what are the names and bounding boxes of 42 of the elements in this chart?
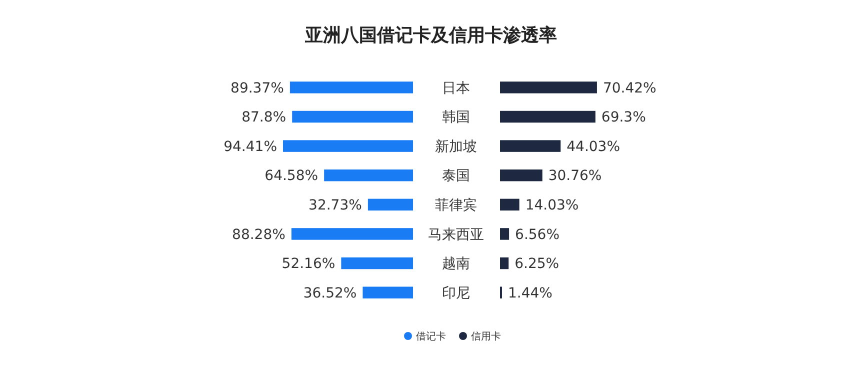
bar <box>368 198 413 211</box>
data-label: 44.03% <box>566 138 620 155</box>
bar <box>324 169 413 182</box>
legend-label: 信用卡 <box>471 330 501 342</box>
bar <box>291 228 413 240</box>
bar <box>500 140 561 152</box>
bar <box>341 257 413 270</box>
data-label: 14.03% <box>525 198 579 214</box>
data-label: 70.42% <box>602 80 656 96</box>
chart-title: 亚洲八国借记卡及信用卡渗透率 <box>304 25 557 46</box>
y-tick-label: 菲律宾 <box>435 198 477 214</box>
data-label: 94.41% <box>224 138 277 155</box>
bar <box>290 82 413 94</box>
data-label: 64.58% <box>264 168 318 184</box>
data-label: 87.8% <box>242 110 286 126</box>
data-label: 6.25% <box>514 256 560 272</box>
bar <box>500 228 510 240</box>
data-label: 88.28% <box>232 226 286 243</box>
y-tick-label: 印尼 <box>442 285 470 302</box>
y-tick-label: 韩国 <box>442 110 470 126</box>
data-label: 30.76% <box>548 168 602 184</box>
data-label: 89.37% <box>230 80 284 96</box>
bar <box>500 169 542 182</box>
y-tick-label: 越南 <box>442 256 470 272</box>
legend-label: 借记卡 <box>416 330 446 342</box>
data-label: 32.73% <box>308 198 362 214</box>
y-tick-label: 日本 <box>442 80 470 96</box>
y-tick-label: 马来西亚 <box>428 226 484 243</box>
bar <box>362 286 413 298</box>
bar <box>500 110 596 123</box>
bar <box>500 257 509 270</box>
bar <box>500 198 520 211</box>
data-label: 6.56% <box>515 226 560 243</box>
y-tick-label: 泰国 <box>442 168 470 184</box>
bar <box>283 140 413 152</box>
data-label: 69.3% <box>601 110 646 126</box>
y-tick-label: 新加坡 <box>435 138 477 155</box>
data-label: 1.44% <box>508 285 552 302</box>
data-label: 52.16% <box>282 256 336 272</box>
bar <box>500 82 597 94</box>
bar <box>292 110 413 123</box>
data-label: 36.52% <box>303 285 357 302</box>
